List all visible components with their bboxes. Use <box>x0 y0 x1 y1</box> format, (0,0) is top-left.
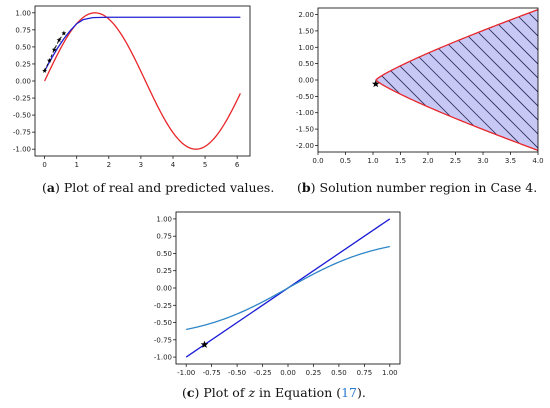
plot-b-xtick-label: 3.0 <box>477 157 488 165</box>
plot-a-point <box>51 47 57 52</box>
caption-b-text: Solution number region in Case 4. <box>316 180 538 195</box>
plot-c-star <box>200 340 209 348</box>
plot-b-hatch-line <box>467 9 538 151</box>
caption-c-label: c <box>187 385 195 400</box>
caption-c-pre: Plot of <box>199 385 248 400</box>
plot-b-ytick-label: -1.50 <box>296 126 314 134</box>
plot-a-xtick-label: 1 <box>74 161 78 169</box>
plot-a-point <box>61 30 67 36</box>
panel-b: 0.0 0.5 1.0 1.5 2.0 2.5 3.0 3.5 4.0 -2.00 -1.50 -1.… <box>202 7 544 165</box>
plot-c-xtick-label: -1.00 <box>177 369 195 377</box>
plot-b-ytick-label: 1.50 <box>298 27 314 35</box>
plot-c-xtick-label: -0.25 <box>253 369 271 377</box>
plot-c-xtick-label: -0.50 <box>228 369 246 377</box>
plot-c-marks <box>185 218 391 358</box>
plot-b-hatch-line <box>216 8 360 152</box>
plot-b-ytick-label: -2.00 <box>296 142 314 150</box>
plot-c-xtick-label: 0.50 <box>331 369 347 377</box>
plot-a-xtick-label: 0 <box>42 161 46 169</box>
plot-c-series-1-line <box>186 245 390 331</box>
plot-c-ytick-label: 0.00 <box>156 285 172 293</box>
plot-a-series-0-line <box>44 12 241 150</box>
plot-b-ticks: 0.0 0.5 1.0 1.5 2.0 2.5 3.0 3.5 4.0 -2.00 -1.50 -1.… <box>296 11 544 165</box>
plot-c-ytick-label: -0.75 <box>154 336 172 344</box>
plot-c-xtick-label: -0.75 <box>203 369 221 377</box>
plot-a-xtick-label: 6 <box>235 161 240 169</box>
plot-b-xtick-label: 2.5 <box>450 157 461 165</box>
plot-a-point <box>56 37 62 43</box>
plot-c-ticks: -1.00 -0.75 -0.50 -0.25 0.00 0.25 0.50 0.75 1.00… <box>154 215 398 377</box>
plot-a-ticks: 0 1 2 3 4 5 6 -1.00 -0.75 -0.50 -0.25 0.00 0.25 0.50 0… <box>13 9 240 169</box>
plot-c-ytick-label: 0.25 <box>156 267 172 275</box>
caption-c-mid: in Equation ( <box>255 385 341 400</box>
plot-a-ytick-label: 0.25 <box>15 60 31 68</box>
plot-b-hatch-line <box>537 9 538 151</box>
plot-c-xtick-label: 0.25 <box>306 369 322 377</box>
plot-a-xtick-label: 2 <box>107 161 111 169</box>
plot-b-marks <box>202 8 539 152</box>
plot-b-xtick-label: 3.5 <box>505 157 516 165</box>
plot-b-ytick-label: -0.50 <box>296 93 314 101</box>
plot-a-ytick-label: -1.00 <box>13 146 31 154</box>
plot-a-series-2-line <box>44 32 65 71</box>
plot-b-xtick-label: 0.5 <box>340 157 351 165</box>
plot-a-ytick-label: 0.50 <box>15 43 31 51</box>
plot-b-hatch-line <box>509 9 538 151</box>
caption-c-var: z <box>247 385 255 400</box>
plot-a-ytick-label: -0.25 <box>13 95 31 103</box>
plot-b-hatch-line <box>202 8 346 152</box>
plot-b-upper-boundary <box>375 9 539 81</box>
plot-a-ytick-label: -0.50 <box>13 112 31 120</box>
plot-a-ytick-label: 1.00 <box>15 9 31 17</box>
plot-a-xtick-label: 3 <box>139 161 143 169</box>
caption-b-label: b <box>302 180 311 195</box>
plot-b-ytick-label: 0.50 <box>298 60 314 68</box>
plot-b-ytick-label: 2.00 <box>298 11 314 19</box>
plot-c-ytick-label: -1.00 <box>154 354 172 362</box>
caption-a-label: a <box>47 180 55 195</box>
plot-b-region <box>375 9 538 151</box>
plot-b-ytick-label: 1.00 <box>298 44 314 52</box>
plot-b-ytick-label: -1.00 <box>296 109 314 117</box>
plot-c-xtick-label: 0.00 <box>280 369 296 377</box>
plot-a-ytick-label: -0.75 <box>13 129 31 137</box>
caption-c: (c) Plot of z in Equation (17). <box>182 385 366 400</box>
plot-b-xtick-label: 2.0 <box>422 157 433 165</box>
plot-a-point <box>46 57 52 63</box>
plot-b-xtick-label: 1.5 <box>395 157 406 165</box>
caption-b: (b) Solution number region in Case 4. <box>297 180 537 195</box>
plot-c-ytick-label: 0.50 <box>156 250 172 258</box>
plot-b-xtick-label: 0.0 <box>312 157 323 165</box>
plot-b-star <box>371 79 380 88</box>
panel-a: 0 1 2 3 4 5 6 -1.00 -0.75 -0.50 -0.25 0.00 0.25 0.50 0… <box>13 5 251 169</box>
equation-link[interactable]: 17 <box>341 385 357 400</box>
plot-a-series-1-line <box>44 16 241 72</box>
plot-a-xtick-label: 4 <box>171 161 176 169</box>
plot-b-hatch-line <box>481 9 538 151</box>
plot-a-ytick-label: 0.75 <box>15 26 31 34</box>
plot-b-hatch-line <box>495 9 538 151</box>
plot-c-ytick-label: 0.75 <box>156 233 172 241</box>
plot-b-lower-boundary <box>375 79 539 151</box>
plot-a-xtick-label: 5 <box>203 161 207 169</box>
plot-b-xtick-label: 4.0 <box>532 157 543 165</box>
plot-a-point <box>42 68 48 73</box>
plot-b-ytick-label: 0.00 <box>298 77 314 85</box>
plot-c-ytick-label: 1.00 <box>156 215 172 223</box>
plot-c-xtick-label: 0.75 <box>357 369 373 377</box>
caption-a: (a) Plot of real and predicted values. <box>42 180 274 195</box>
plot-a-marks <box>42 12 241 150</box>
plot-a-ytick-label: 0.00 <box>15 78 31 86</box>
panel-c: -1.00 -0.75 -0.50 -0.25 0.00 0.25 0.50 0.75 1.00… <box>154 211 401 377</box>
caption-c-post: ). <box>357 385 366 400</box>
caption-a-text: Plot of real and predicted values. <box>60 180 274 195</box>
plot-b-xtick-label: 1.0 <box>367 157 378 165</box>
plot-c-xtick-label: 1.00 <box>382 369 398 377</box>
plot-c-ytick-label: -0.25 <box>154 302 172 310</box>
plot-c-ytick-label: -0.50 <box>154 319 172 327</box>
